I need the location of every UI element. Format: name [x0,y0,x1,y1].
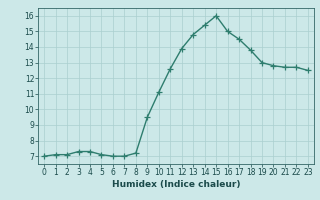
X-axis label: Humidex (Indice chaleur): Humidex (Indice chaleur) [112,180,240,189]
